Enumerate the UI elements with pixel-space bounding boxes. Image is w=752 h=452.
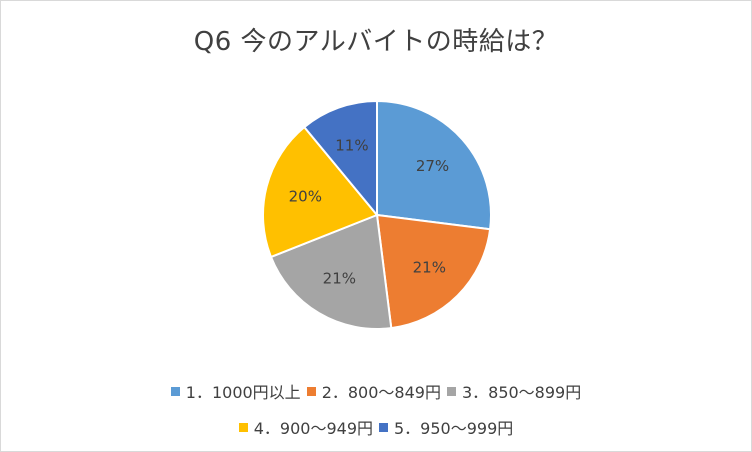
legend-item-1: 1．1000円以上 [170,379,301,403]
legend-item-3: 3．850～899円 [446,379,582,403]
legend-label-1: 1．1000円以上 [185,383,301,402]
data-label-5: 11% [335,136,368,154]
pie-slice-4 [262,125,379,259]
legend-swatch-1 [170,386,180,396]
legend-label-5: 5．950～999円 [394,419,514,438]
legend-swatch-4 [238,422,248,432]
legend-row-2: 4．900～949円 5．950～999円 [1,415,751,439]
pie-slice-2 [375,213,492,330]
pie-slice-3 [269,213,393,330]
legend-item-2: 2．800～849円 [306,379,441,403]
data-label-4: 20% [289,188,322,206]
legend-item-5: 5．950～999円 [379,415,513,439]
legend-swatch-3 [446,386,456,396]
pie-slice-1 [376,99,492,231]
legend-label-2: 2．800～849円 [321,383,441,402]
legend-row-1: 1．1000円以上 2．800～849円 3．850～899円 [1,379,751,403]
data-label-3: 21% [323,270,356,288]
legend-label-4: 4．900～949円 [253,419,373,438]
legend-swatch-5 [379,422,388,432]
data-label-2: 21% [413,258,446,276]
pie-slice-5 [302,99,378,218]
legend-swatch-2 [306,386,316,396]
legend-label-3: 3．850～899円 [461,383,582,402]
legend-item-4: 4．900～949円 [238,415,373,439]
chart-title: Q6 今のアルバイトの時給は？ [193,27,559,57]
data-label-1: 27% [416,157,449,175]
